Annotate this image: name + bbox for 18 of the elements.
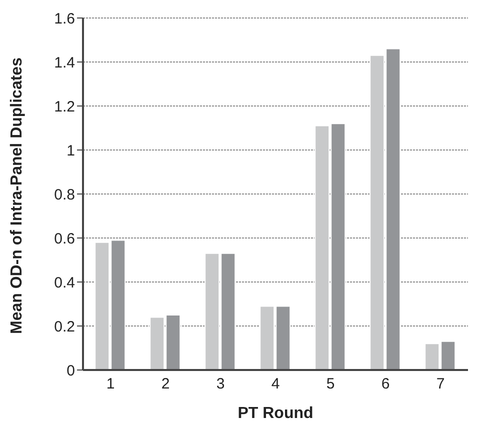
x-tick-label: 2 — [161, 376, 170, 393]
y-tick-label: 1 — [66, 142, 75, 160]
y-tick-label: 1.4 — [54, 54, 75, 72]
x-tick-label: 5 — [326, 376, 335, 393]
x-axis-title: PT Round — [238, 405, 314, 422]
y-tick-label: 1.6 — [54, 10, 75, 28]
y-tick-label: 0.8 — [54, 186, 75, 204]
y-tick-label: 1.2 — [54, 98, 75, 116]
x-tick-label: 4 — [271, 376, 280, 393]
x-tick-label: 1 — [106, 376, 115, 393]
x-tick-label: 7 — [436, 376, 445, 393]
y-tick-label: 0.6 — [54, 230, 75, 248]
x-tick-label: 3 — [216, 376, 225, 393]
x-tick-label: 6 — [381, 376, 390, 393]
y-tick-label: 0.2 — [54, 318, 75, 336]
y-axis-title: Mean OD-n of Intra-Panel Duplicates — [8, 57, 26, 334]
y-tick-label: 0 — [66, 362, 75, 380]
y-tick-label: 0.4 — [54, 274, 75, 292]
